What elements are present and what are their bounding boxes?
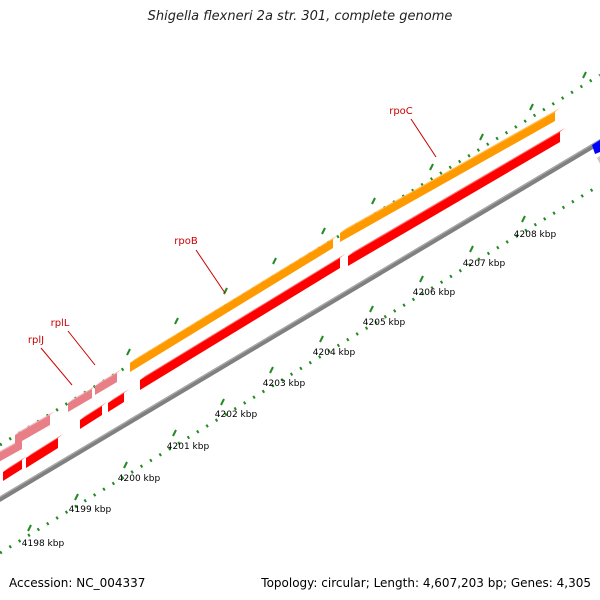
kbp-label: 4201 kbp xyxy=(167,442,210,452)
cds-red-bar xyxy=(3,460,22,481)
major-tick xyxy=(419,275,424,283)
cds-pink-bar-top xyxy=(15,411,55,435)
cds-orange-bar xyxy=(130,239,333,372)
cds-pink-bar xyxy=(95,373,117,395)
major-tick xyxy=(123,461,128,469)
feature-grey-edge xyxy=(597,156,600,164)
major-tick xyxy=(74,493,79,501)
topology-label: Topology: xyxy=(261,576,318,590)
major-tick xyxy=(429,163,434,171)
genome-backbone-highlight xyxy=(0,139,600,498)
cds-red-bar xyxy=(26,438,58,468)
major-tick xyxy=(369,305,374,313)
length-label: Length: xyxy=(373,576,420,590)
cds-pink-bar xyxy=(15,415,50,445)
gene-label-leader xyxy=(67,330,96,366)
genes-label: Genes: xyxy=(510,576,553,590)
cds-orange-bar xyxy=(340,112,555,242)
major-tick xyxy=(269,366,274,374)
major-tick xyxy=(126,348,131,356)
gene-label[interactable]: rpoB xyxy=(174,236,198,247)
gene-label[interactable]: rpoC xyxy=(389,106,413,117)
major-tick xyxy=(321,227,326,235)
gene-label[interactable]: rplJ xyxy=(28,335,44,346)
kbp-label: 4206 kbp xyxy=(413,288,456,298)
major-tick xyxy=(27,524,32,532)
major-tick xyxy=(582,71,587,79)
inner-tick-ring xyxy=(0,183,600,555)
major-tick xyxy=(479,133,484,141)
kbp-label: 4203 kbp xyxy=(263,379,306,389)
accession-value: NC_004337 xyxy=(76,576,146,590)
kbp-label: 4198 kbp xyxy=(22,539,65,549)
map-title: Shigella flexneri 2a str. 301, complete … xyxy=(147,9,453,24)
cds-pink-bar xyxy=(68,389,92,412)
length-value: 4,607,203 bp xyxy=(422,576,503,590)
major-tick xyxy=(521,215,526,223)
genes-value: 4,305 xyxy=(556,576,591,590)
cds-pink-bar xyxy=(0,440,22,462)
major-tick xyxy=(272,257,277,265)
cds-red-bar-top xyxy=(80,402,107,420)
kbp-labels: 4198 kbp 4199 kbp 4200 kbp 4201 kbp 4202 kbp… xyxy=(22,230,557,549)
accession-line: Accession: NC_004337 xyxy=(9,576,145,590)
major-tick xyxy=(223,287,228,295)
cds-red-bar xyxy=(80,406,102,429)
gene-label-leader xyxy=(195,249,226,294)
gene-label[interactable]: rplL xyxy=(51,318,70,329)
major-tick xyxy=(319,335,324,343)
cds-red-bar xyxy=(108,393,124,412)
major-tick xyxy=(172,429,177,437)
accession-label: Accession: xyxy=(9,576,73,590)
cds-red-bar-top xyxy=(108,389,129,403)
cds-pink-bar-top xyxy=(68,385,97,403)
kbp-label: 4199 kbp xyxy=(69,505,112,515)
cds-red-bar-top xyxy=(26,434,63,458)
cds-red-bar-top xyxy=(140,254,345,380)
topology-value: circular xyxy=(321,576,366,590)
kbp-label: 4204 kbp xyxy=(313,348,356,358)
major-tick xyxy=(220,398,225,406)
gene-features xyxy=(0,108,600,481)
cds-red-bar xyxy=(348,132,560,266)
genome-backbone xyxy=(0,138,600,502)
kbp-label: 4200 kbp xyxy=(118,474,161,484)
major-tick xyxy=(469,245,474,253)
cds-orange-bar-top xyxy=(340,108,560,233)
cds-pink-bar-top xyxy=(95,369,122,386)
kbp-label: 4208 kbp xyxy=(514,230,557,240)
cds-red-bar-top xyxy=(348,128,565,256)
topology-line: Topology: circular; Length: 4,607,203 bp… xyxy=(261,576,591,590)
major-tick xyxy=(529,103,534,111)
cds-red-bar-top xyxy=(3,456,27,472)
gene-label-leader xyxy=(410,118,437,158)
kbp-label: 4202 kbp xyxy=(215,410,258,420)
gene-label-leader xyxy=(40,347,73,386)
feature-blue-edge xyxy=(592,140,600,154)
major-tick xyxy=(371,197,376,205)
kbp-label: 4207 kbp xyxy=(463,259,506,269)
cds-red-bar xyxy=(140,258,340,390)
cds-orange-bar-top xyxy=(130,235,338,363)
gene-labels: rplJ rplL rpoB rpoC xyxy=(28,106,437,386)
major-tick xyxy=(174,317,179,325)
kbp-label: 4205 kbp xyxy=(363,318,406,328)
